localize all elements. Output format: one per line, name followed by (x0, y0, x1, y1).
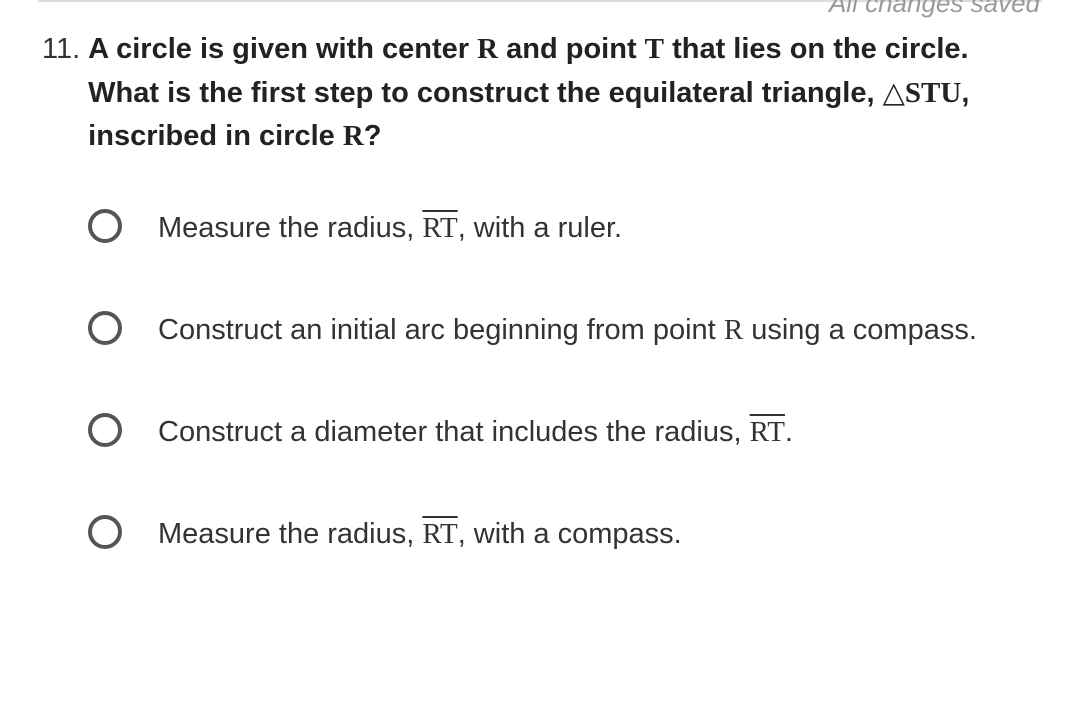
q-qmark: ? (364, 120, 382, 152)
triangle-name: STU (905, 77, 961, 109)
opt-part: Construct an initial arc beginning from … (158, 314, 724, 346)
option-b[interactable]: Construct an initial arc beginning from … (88, 309, 1038, 351)
option-text: Measure the radius, RT, with a compass. (158, 513, 682, 555)
segment-RT: RT (422, 212, 457, 244)
option-text: Construct an initial arc beginning from … (158, 309, 977, 351)
sym-R: R (724, 314, 743, 346)
radio-button[interactable] (88, 515, 122, 549)
save-status-text: All changes saved (829, 0, 1040, 19)
q-part: A circle is given with center (88, 33, 477, 65)
radio-button[interactable] (88, 209, 122, 243)
option-d[interactable]: Measure the radius, RT, with a compass. (88, 513, 1038, 555)
triangle-icon: △ (883, 77, 905, 109)
option-text: Measure the radius, RT, with a ruler. (158, 207, 622, 249)
question-text: A circle is given with center R and poin… (88, 28, 1038, 159)
segment-RT: RT (422, 518, 457, 550)
segment-RT: RT (750, 416, 785, 448)
options-list: Measure the radius, RT, with a ruler. Co… (88, 207, 1038, 555)
question-row: 11. A circle is given with center R and … (42, 28, 1038, 159)
q-part: and point (498, 33, 645, 65)
opt-part: , with a ruler. (458, 212, 622, 244)
opt-part: Measure the radius, (158, 518, 422, 550)
option-c[interactable]: Construct a diameter that includes the r… (88, 411, 1038, 453)
radio-button[interactable] (88, 311, 122, 345)
opt-part: Measure the radius, (158, 212, 422, 244)
opt-part: Construct a diameter that includes the r… (158, 416, 750, 448)
opt-part: using a compass. (743, 314, 977, 346)
opt-part: , with a compass. (458, 518, 682, 550)
opt-part: . (785, 416, 793, 448)
option-a[interactable]: Measure the radius, RT, with a ruler. (88, 207, 1038, 249)
option-text: Construct a diameter that includes the r… (158, 411, 793, 453)
question-block: 11. A circle is given with center R and … (42, 28, 1038, 615)
q-sym-T: T (645, 33, 664, 65)
radio-button[interactable] (88, 413, 122, 447)
q-sym-R: R (477, 33, 498, 65)
question-number: 11. (42, 28, 80, 159)
q-sym-R2: R (343, 120, 364, 152)
